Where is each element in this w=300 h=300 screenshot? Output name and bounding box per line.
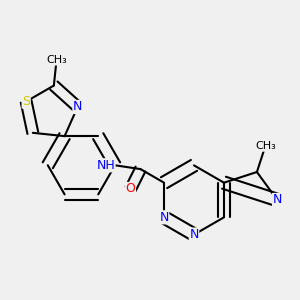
- Text: NH: NH: [96, 159, 115, 172]
- Text: CH₃: CH₃: [255, 141, 276, 151]
- Text: N: N: [189, 228, 199, 241]
- Text: N: N: [159, 211, 169, 224]
- Text: N: N: [273, 194, 282, 206]
- Text: N: N: [73, 100, 82, 113]
- Text: O: O: [126, 182, 136, 196]
- Text: S: S: [22, 95, 30, 108]
- Text: CH₃: CH₃: [46, 55, 67, 65]
